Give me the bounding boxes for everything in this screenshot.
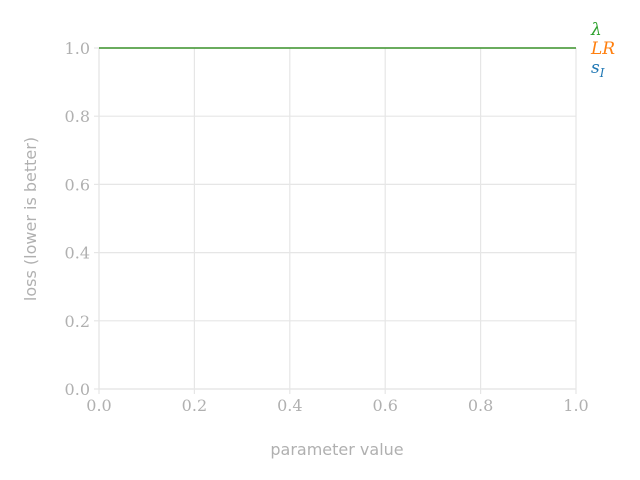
x-axis-title: parameter value bbox=[270, 440, 403, 459]
y-tick-labels: 0.0 0.2 0.4 0.6 0.8 1.0 bbox=[65, 39, 90, 399]
y-tick-label: 0.0 bbox=[65, 380, 90, 399]
legend-entry: λ bbox=[590, 20, 602, 40]
x-tick-label: 0.0 bbox=[86, 396, 111, 415]
y-axis-title: loss (lower is better) bbox=[21, 137, 40, 301]
y-tick-label: 0.8 bbox=[65, 107, 90, 126]
x-tick-labels: 0.0 0.2 0.4 0.6 0.8 1.0 bbox=[86, 396, 588, 415]
x-tick-label: 0.8 bbox=[468, 396, 493, 415]
grid bbox=[94, 47, 577, 394]
y-tick-label: 1.0 bbox=[65, 39, 90, 58]
y-tick-label: 0.6 bbox=[65, 175, 90, 194]
x-tick-label: 0.4 bbox=[277, 396, 302, 415]
x-tick-label: 0.6 bbox=[372, 396, 397, 415]
legend-entry: LR bbox=[590, 39, 615, 59]
x-tick-label: 0.2 bbox=[182, 396, 207, 415]
axes bbox=[98, 48, 576, 390]
y-tick-label: 0.4 bbox=[65, 244, 90, 263]
x-tick-label: 1.0 bbox=[563, 396, 588, 415]
legend-entry: sI bbox=[591, 58, 605, 80]
y-tick-label: 0.2 bbox=[65, 312, 90, 331]
